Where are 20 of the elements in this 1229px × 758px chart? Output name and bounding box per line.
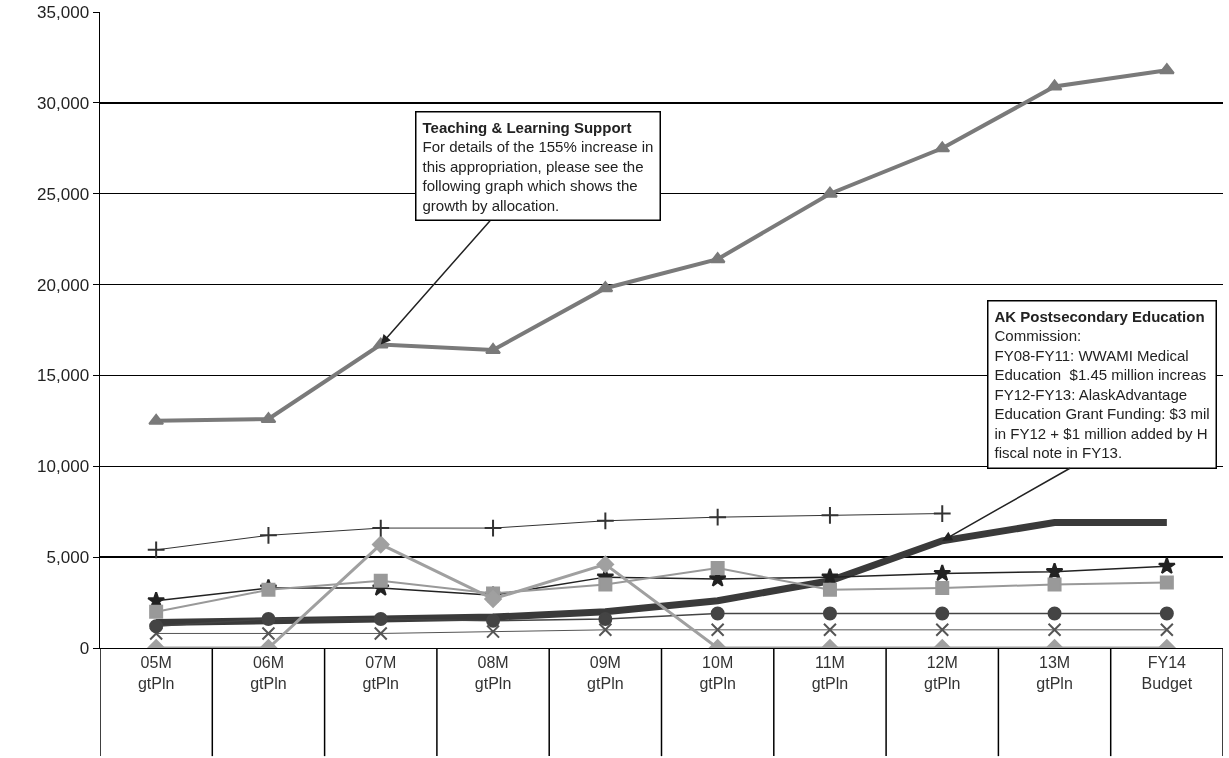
y-tick-label: 10,000	[37, 457, 90, 477]
y-tick-label: 35,000	[37, 2, 90, 22]
x-tick-label: 10M gtPln	[699, 654, 736, 692]
y-tick-label: 0	[79, 638, 90, 658]
x-tick-label: 05M gtPln	[137, 654, 175, 692]
x-tick-label: FY14 Budget	[1141, 654, 1193, 692]
annotation: Teaching & Learning Support For details of the 155% increase in this appropriation, please see the following graph which shows the growth by allocation.	[422, 118, 654, 214]
x-tick-label: 09M gtPln	[587, 654, 624, 692]
x-tick-label: 06M gtPln	[250, 654, 287, 692]
x-tick-label: 13M gtPln	[1036, 654, 1073, 692]
y-tick-label: 5,000	[46, 548, 90, 568]
y-tick-label: 30,000	[37, 93, 90, 113]
x-tick-label: 12M gtPln	[924, 654, 961, 692]
x-tick-label: 11M gtPln	[811, 654, 849, 692]
y-tick-label: 25,000	[37, 184, 90, 204]
x-tick-label: 07M gtPln	[362, 654, 399, 692]
x-tick-label: 08M gtPln	[474, 654, 512, 692]
y-tick-label: 20,000	[37, 275, 90, 295]
y-tick-label: 15,000	[37, 366, 90, 386]
annotation: AK Postsecondary Education Commission: FY08-FY11: WWAMI Medical Education $1.45 million increas FY12-FY13: AlaskAdvantage Education Grant Funding: $3 mil in FY12 + $1 million added by H fiscal note in FY13.	[994, 307, 1210, 461]
